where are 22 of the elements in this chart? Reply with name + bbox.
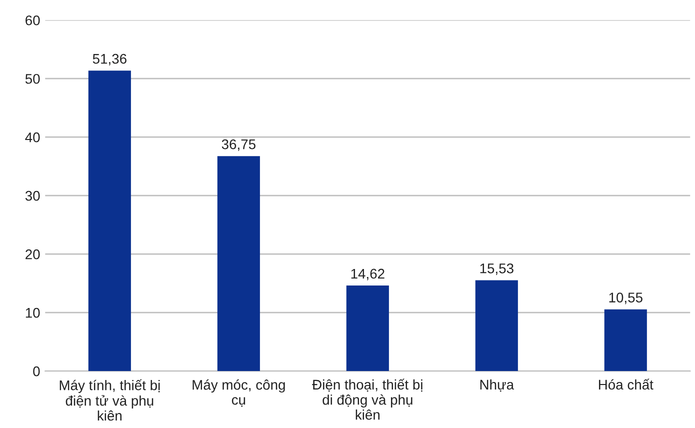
bar xyxy=(604,309,647,372)
y-tick-label: 20 xyxy=(26,249,40,260)
x-tick-label: Hóa chất xyxy=(598,378,654,390)
x-tick-label: Máy móc, công cụ xyxy=(192,379,285,407)
bar xyxy=(88,70,131,372)
x-tick-label: Điện thoại, thiết bị di động và phụ kiên xyxy=(312,378,422,420)
x-tick-label: Máy tính, thiết bị điện tử và phụ kiên xyxy=(60,379,160,421)
x-tick-label: Nhựa xyxy=(480,379,514,392)
y-tick-label: 0 xyxy=(33,366,40,376)
bar xyxy=(346,286,389,372)
data-label: 51,36 xyxy=(92,54,126,66)
data-label: 10,55 xyxy=(609,292,642,304)
data-label: 14,62 xyxy=(351,268,384,280)
y-tick-label: 30 xyxy=(25,190,40,201)
y-tick-label: 50 xyxy=(25,74,40,84)
y-tick-label: 10 xyxy=(26,308,40,318)
y-tick-label: 40 xyxy=(25,132,40,142)
bar xyxy=(475,280,518,372)
data-label: 36,75 xyxy=(222,139,256,151)
data-label: 15,53 xyxy=(480,263,514,275)
y-tick-label: 60 xyxy=(26,15,40,26)
bar xyxy=(217,156,260,372)
